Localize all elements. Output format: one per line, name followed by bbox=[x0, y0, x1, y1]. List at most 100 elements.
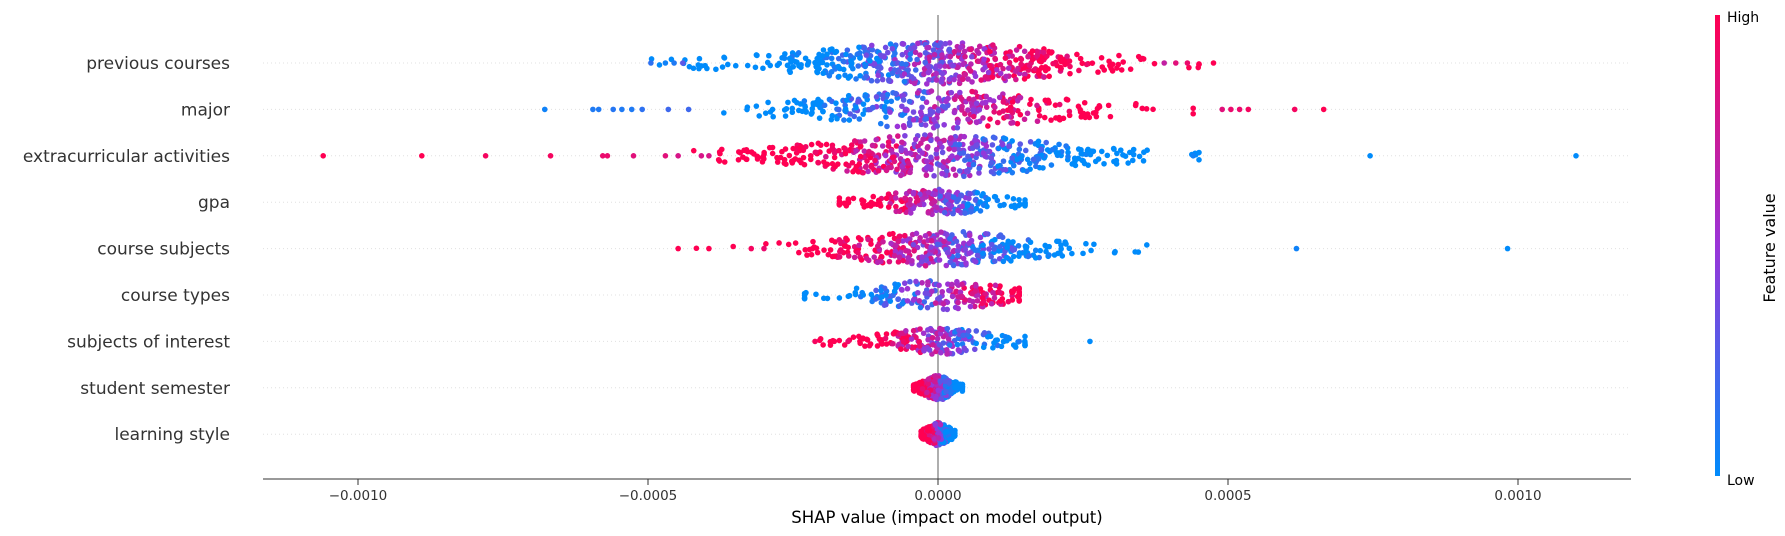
shap-point bbox=[1022, 147, 1029, 154]
shap-outlier-point bbox=[671, 60, 677, 66]
shap-point bbox=[1107, 113, 1114, 120]
shap-point bbox=[1010, 162, 1017, 169]
shap-outlier-point bbox=[665, 106, 672, 113]
shap-point bbox=[886, 78, 892, 84]
shap-point bbox=[936, 430, 942, 437]
shap-point bbox=[938, 326, 945, 333]
shap-point bbox=[974, 189, 981, 196]
shap-point bbox=[1036, 58, 1043, 64]
shap-point bbox=[988, 253, 994, 260]
shap-outlier-point bbox=[1219, 106, 1225, 113]
shap-point bbox=[823, 141, 830, 148]
shap-point bbox=[1065, 153, 1071, 160]
shap-point bbox=[919, 150, 926, 156]
shap-point bbox=[940, 164, 947, 171]
shap-point bbox=[936, 342, 943, 348]
shap-point bbox=[905, 254, 911, 261]
shap-point bbox=[1035, 70, 1042, 77]
shap-point bbox=[937, 140, 943, 147]
shap-point bbox=[857, 144, 864, 150]
shap-point bbox=[842, 106, 849, 112]
shap-point bbox=[928, 88, 935, 94]
shap-point bbox=[841, 342, 848, 348]
shap-point bbox=[867, 341, 874, 347]
shap-point bbox=[843, 51, 849, 58]
shap-point bbox=[972, 73, 979, 80]
shap-point bbox=[980, 150, 987, 156]
shap-point bbox=[918, 258, 925, 265]
shap-point bbox=[831, 154, 838, 161]
shap-point bbox=[925, 376, 932, 382]
shap-point bbox=[769, 144, 776, 151]
shap-point bbox=[959, 281, 965, 288]
shap-outlier-point bbox=[812, 338, 818, 345]
shap-point bbox=[808, 251, 815, 258]
shap-point bbox=[1017, 111, 1024, 118]
shap-point bbox=[1016, 146, 1023, 153]
shap-point bbox=[983, 93, 989, 100]
shap-point bbox=[959, 107, 965, 113]
shap-point bbox=[855, 249, 861, 256]
shap-outlier-point bbox=[604, 153, 611, 159]
shap-point bbox=[934, 204, 940, 211]
shap-point bbox=[891, 288, 898, 295]
shap-point bbox=[753, 103, 760, 109]
shap-outlier-point bbox=[706, 153, 712, 159]
shap-point bbox=[862, 93, 868, 99]
shap-point bbox=[973, 142, 979, 149]
shap-point bbox=[856, 242, 862, 249]
shap-point bbox=[864, 158, 870, 164]
shap-point bbox=[850, 195, 857, 202]
shap-point bbox=[912, 67, 919, 73]
shap-point bbox=[732, 62, 739, 69]
shap-point bbox=[933, 146, 940, 153]
shap-point bbox=[899, 103, 905, 110]
shap-point bbox=[789, 160, 796, 166]
shap-point bbox=[1080, 250, 1086, 257]
shap-point bbox=[926, 54, 933, 61]
shap-point bbox=[850, 334, 857, 340]
shap-point bbox=[950, 194, 957, 201]
shap-point bbox=[1021, 116, 1028, 123]
shap-point bbox=[1027, 101, 1033, 107]
shap-point bbox=[808, 141, 815, 148]
shap-point bbox=[896, 68, 903, 75]
shap-point bbox=[935, 107, 942, 114]
shap-point bbox=[940, 300, 947, 307]
shap-point bbox=[816, 51, 822, 58]
shap-point bbox=[874, 259, 881, 266]
shap-point bbox=[949, 293, 956, 300]
shap-point bbox=[973, 328, 980, 334]
shap-point bbox=[985, 196, 992, 203]
shap-point bbox=[974, 297, 981, 304]
shap-point bbox=[961, 133, 968, 140]
shap-outlier-point bbox=[1236, 106, 1243, 113]
shap-point bbox=[1036, 107, 1042, 114]
shap-point bbox=[765, 99, 771, 106]
shap-point bbox=[892, 190, 899, 196]
shap-point bbox=[980, 250, 986, 257]
shap-point bbox=[912, 136, 919, 143]
shap-point bbox=[918, 434, 925, 441]
shap-point bbox=[943, 262, 950, 269]
shap-point bbox=[883, 167, 890, 174]
feature-label: gpa bbox=[198, 193, 230, 213]
shap-point bbox=[937, 330, 944, 337]
shap-point bbox=[1038, 64, 1045, 71]
shap-point bbox=[1069, 250, 1075, 257]
shap-point bbox=[779, 148, 785, 155]
shap-outlier-point bbox=[1173, 60, 1179, 66]
shap-point bbox=[1016, 196, 1022, 203]
shap-outlier-point bbox=[610, 106, 616, 113]
shap-point bbox=[973, 205, 980, 212]
shap-point bbox=[797, 101, 804, 107]
shap-point bbox=[1036, 113, 1043, 119]
shap-point bbox=[820, 108, 826, 115]
shap-point bbox=[938, 349, 944, 356]
shap-point bbox=[929, 327, 935, 334]
shap-point bbox=[1104, 152, 1111, 159]
shap-point bbox=[808, 111, 815, 117]
shap-outlier-point bbox=[628, 106, 635, 113]
shap-point bbox=[954, 247, 961, 254]
shap-point bbox=[931, 51, 938, 58]
